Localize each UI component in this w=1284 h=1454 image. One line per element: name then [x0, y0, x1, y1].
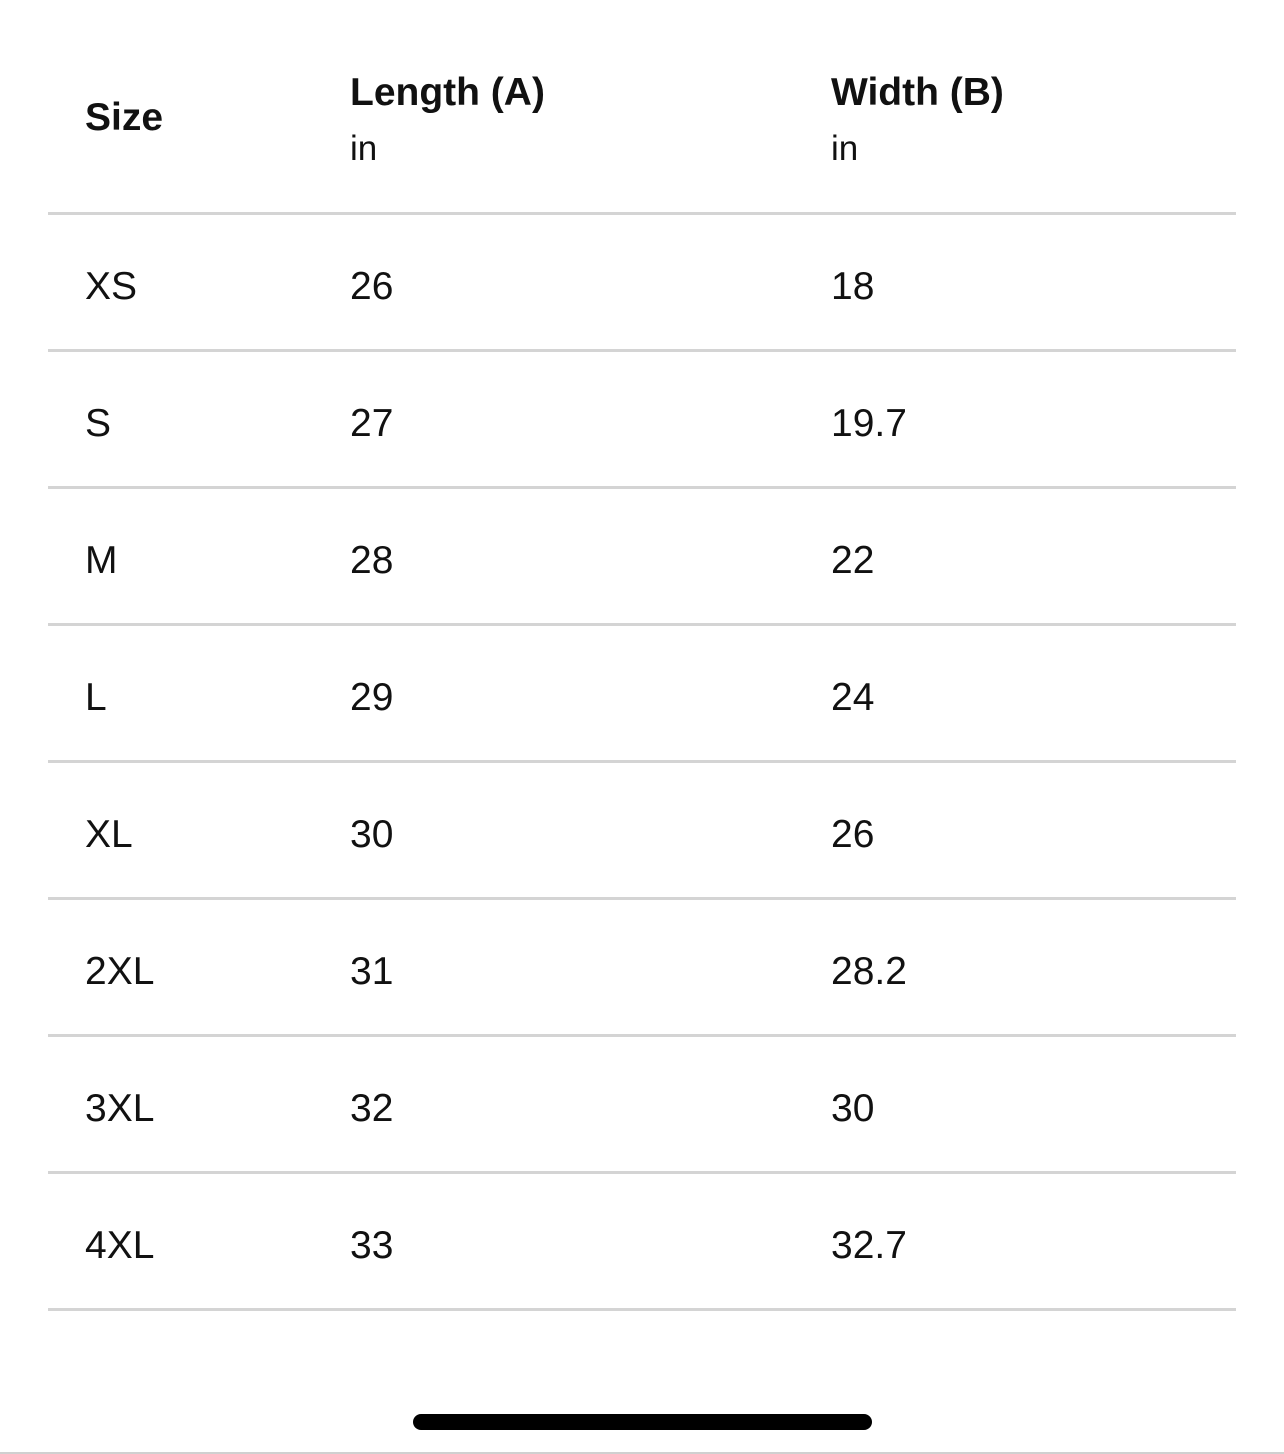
header-width-unit: in [831, 129, 859, 168]
width-cell: 30 [831, 1087, 875, 1130]
home-indicator[interactable] [413, 1414, 872, 1430]
length-cell: 33 [350, 1224, 394, 1267]
header-size: Size [85, 96, 164, 139]
table-row: 4XL 33 32.7 [0, 1174, 1284, 1311]
table-row: S 27 19.7 [0, 352, 1284, 489]
width-cell: 19.7 [831, 402, 907, 445]
size-cell: XL [85, 813, 133, 856]
width-cell: 18 [831, 265, 875, 308]
row-divider [48, 212, 1236, 215]
row-divider [48, 760, 1236, 763]
size-cell: XS [85, 265, 138, 308]
row-divider [48, 349, 1236, 352]
width-cell: 22 [831, 539, 875, 582]
row-divider [48, 1308, 1236, 1311]
size-cell: 3XL [85, 1087, 155, 1130]
row-divider [48, 897, 1236, 900]
table-row: M 28 22 [0, 489, 1284, 626]
table-row: XS 26 18 [0, 215, 1284, 352]
size-cell: 2XL [85, 950, 155, 993]
length-cell: 29 [350, 676, 394, 719]
table-row: 2XL 31 28.2 [0, 900, 1284, 1037]
length-cell: 27 [350, 402, 394, 445]
length-cell: 31 [350, 950, 394, 993]
width-cell: 28.2 [831, 950, 907, 993]
size-cell: L [85, 676, 107, 719]
width-cell: 26 [831, 813, 875, 856]
table-header: Size Length (A) in Width (B) in [0, 0, 1284, 212]
table-row: 3XL 32 30 [0, 1037, 1284, 1174]
row-divider [48, 623, 1236, 626]
length-cell: 28 [350, 539, 394, 582]
table-row: L 29 24 [0, 626, 1284, 763]
size-cell: M [85, 539, 118, 582]
width-cell: 32.7 [831, 1224, 907, 1267]
size-cell: S [85, 402, 112, 445]
width-cell: 24 [831, 676, 875, 719]
length-cell: 30 [350, 813, 394, 856]
header-width-title: Width (B) [831, 71, 1004, 114]
row-divider [48, 1034, 1236, 1037]
row-divider [48, 486, 1236, 489]
row-divider [48, 1171, 1236, 1174]
header-width: Width (B) in [831, 70, 1004, 172]
header-length: Length (A) in [350, 70, 545, 172]
length-cell: 26 [350, 265, 394, 308]
header-length-title: Length (A) [350, 71, 545, 114]
table-row: XL 30 26 [0, 763, 1284, 900]
bottom-divider [0, 1452, 1284, 1454]
length-cell: 32 [350, 1087, 394, 1130]
header-length-unit: in [350, 129, 378, 168]
size-cell: 4XL [85, 1224, 155, 1267]
